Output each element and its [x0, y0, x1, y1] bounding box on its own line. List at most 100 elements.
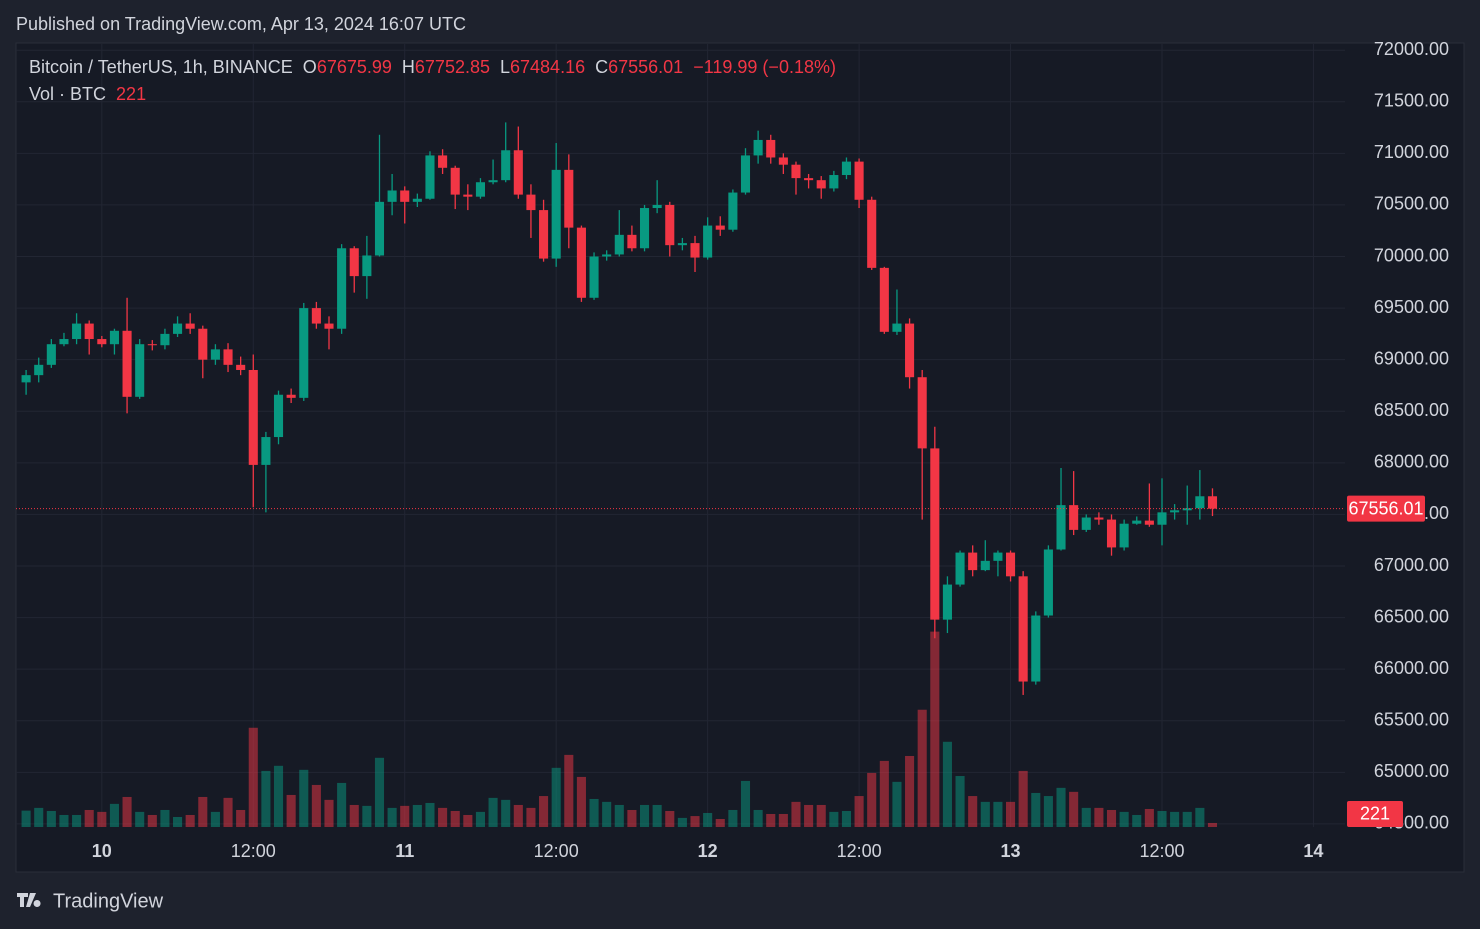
volume-bar	[1170, 811, 1180, 827]
volume-bar	[349, 804, 359, 827]
volume-bar	[652, 804, 662, 827]
candle-body	[97, 339, 107, 345]
candle-body	[728, 192, 738, 230]
candle-body	[740, 155, 751, 193]
candle-body	[72, 323, 82, 340]
candle-body	[160, 333, 170, 346]
candle-body	[816, 180, 826, 189]
volume-label: Vol · BTC	[29, 84, 107, 104]
candle-body	[286, 394, 296, 398]
candle-body	[135, 344, 145, 397]
volume-bar	[816, 804, 826, 827]
candle-body	[463, 194, 473, 197]
volume-bar	[46, 810, 56, 827]
volume-bar	[551, 767, 561, 827]
last-volume-badge	[1347, 800, 1403, 827]
volume-bar	[463, 814, 473, 827]
volume-bar	[97, 811, 107, 827]
candle-body	[248, 369, 258, 465]
volume-bar	[21, 810, 31, 827]
candle-body	[1106, 519, 1117, 548]
logo-text: TradingView	[53, 890, 164, 912]
volume-bar	[248, 727, 258, 827]
volume-bar	[841, 810, 852, 827]
volume-bar	[942, 741, 952, 827]
volume-bar	[539, 796, 549, 827]
candle-body	[1094, 517, 1104, 520]
candle-body	[236, 364, 246, 370]
y-tick-label: 66000.00	[1374, 658, 1449, 678]
candle-body	[501, 150, 511, 181]
volume-bar	[337, 782, 347, 827]
volume-bar	[576, 776, 586, 827]
volume-bar	[412, 804, 422, 827]
legend-close: 67556.01	[608, 57, 684, 77]
candle-body	[21, 375, 31, 383]
x-tick-label: 12	[698, 841, 718, 861]
y-tick-label: 65500.00	[1374, 709, 1449, 729]
volume-bar	[311, 784, 321, 827]
volume-bar	[475, 811, 485, 827]
volume-bar	[917, 709, 927, 827]
legend-key: L	[500, 57, 511, 77]
volume-bar	[160, 809, 170, 827]
x-tick-label: 11	[395, 841, 414, 861]
volume-bar	[829, 811, 839, 827]
candle-body	[703, 225, 713, 258]
candle-body	[627, 234, 637, 249]
volume-bar	[589, 798, 599, 827]
published-note: Published on TradingView.com, Apr 13, 20…	[16, 14, 466, 34]
candle-body	[551, 169, 561, 259]
legend-high: 67752.85	[414, 57, 490, 77]
candle-body	[173, 323, 183, 334]
volume-bar	[173, 816, 183, 827]
candle-body	[804, 178, 814, 181]
candle-body	[299, 308, 309, 398]
candle-body	[1182, 508, 1192, 511]
volume-bar	[84, 809, 94, 827]
volume-bar	[236, 809, 246, 827]
volume-bar	[425, 802, 435, 827]
candle-body	[1081, 517, 1091, 530]
x-tick-label: 13	[1001, 841, 1021, 861]
volume-bar	[1157, 810, 1167, 827]
volume-bar	[59, 814, 69, 827]
y-tick-label: 69000.00	[1374, 348, 1449, 368]
volume-bar	[135, 811, 145, 827]
volume-bar	[753, 809, 763, 827]
candle-body	[589, 256, 599, 298]
volume-bar	[1094, 807, 1104, 827]
volume-bar	[1031, 792, 1041, 827]
volume-bar	[993, 801, 1003, 827]
volume-bar	[1018, 770, 1028, 827]
volume-bar	[879, 760, 889, 827]
candle-body	[905, 323, 915, 378]
candle-body	[362, 255, 372, 277]
volume-bar	[488, 797, 498, 827]
volume-bar	[526, 807, 536, 827]
candle-body	[46, 344, 56, 365]
candle-body	[867, 199, 877, 268]
y-tick-label: 70500.00	[1374, 194, 1449, 214]
candle-body	[930, 448, 940, 620]
volume-bar	[72, 814, 82, 827]
volume-bar	[109, 803, 119, 827]
last-price-label: 67556.01	[1348, 498, 1423, 518]
y-tick-label: 71500.00	[1374, 91, 1449, 111]
candle-body	[324, 323, 334, 329]
volume-bar	[980, 801, 990, 827]
volume-bar	[198, 796, 208, 827]
candle-body	[829, 175, 839, 189]
x-tick-label: 10	[92, 841, 112, 861]
volume-bar	[740, 780, 751, 827]
volume-bar	[791, 801, 801, 827]
volume-bar	[1144, 808, 1154, 827]
last-volume-label: 221	[1360, 804, 1390, 824]
candle-body	[513, 150, 523, 195]
candle-body	[980, 560, 990, 571]
candle-body	[639, 208, 650, 249]
volume-bar	[728, 809, 738, 827]
volume-bar	[185, 814, 195, 827]
candle-body	[1018, 576, 1028, 682]
